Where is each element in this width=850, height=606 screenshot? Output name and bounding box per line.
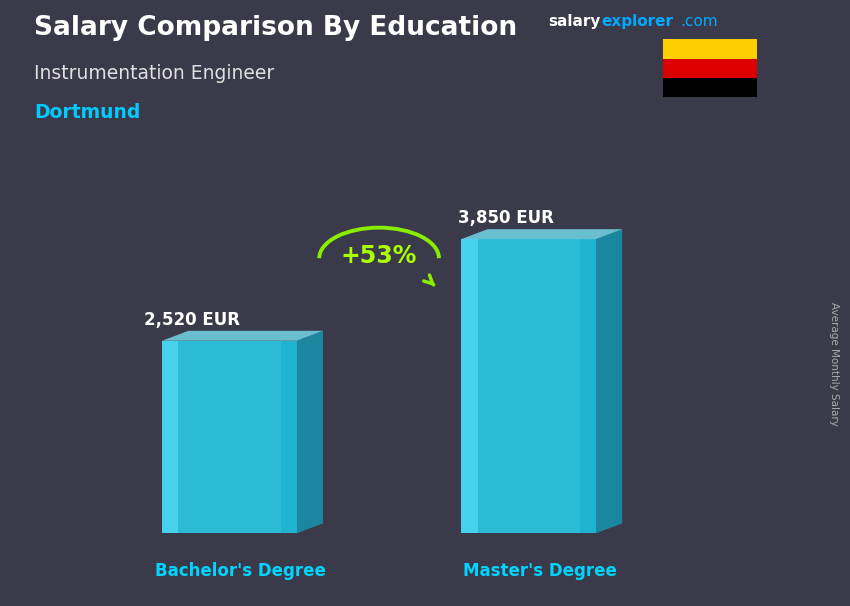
Text: explorer: explorer [601, 14, 673, 29]
Polygon shape [162, 331, 323, 341]
Text: .com: .com [680, 14, 717, 29]
Text: Dortmund: Dortmund [34, 103, 140, 122]
Text: 2,520 EUR: 2,520 EUR [144, 310, 240, 328]
Text: Average Monthly Salary: Average Monthly Salary [829, 302, 839, 425]
Polygon shape [297, 331, 323, 533]
Polygon shape [162, 341, 297, 533]
Text: Master's Degree: Master's Degree [463, 562, 617, 581]
Polygon shape [462, 239, 478, 533]
Polygon shape [280, 341, 297, 533]
Polygon shape [462, 229, 622, 239]
Text: Bachelor's Degree: Bachelor's Degree [156, 562, 326, 581]
Text: salary: salary [548, 14, 601, 29]
Text: +53%: +53% [341, 244, 417, 268]
Text: 3,850 EUR: 3,850 EUR [458, 209, 554, 227]
Polygon shape [596, 229, 622, 533]
Polygon shape [580, 239, 596, 533]
Text: Instrumentation Engineer: Instrumentation Engineer [34, 64, 275, 82]
Text: Salary Comparison By Education: Salary Comparison By Education [34, 15, 517, 41]
Polygon shape [162, 341, 178, 533]
Polygon shape [462, 239, 596, 533]
